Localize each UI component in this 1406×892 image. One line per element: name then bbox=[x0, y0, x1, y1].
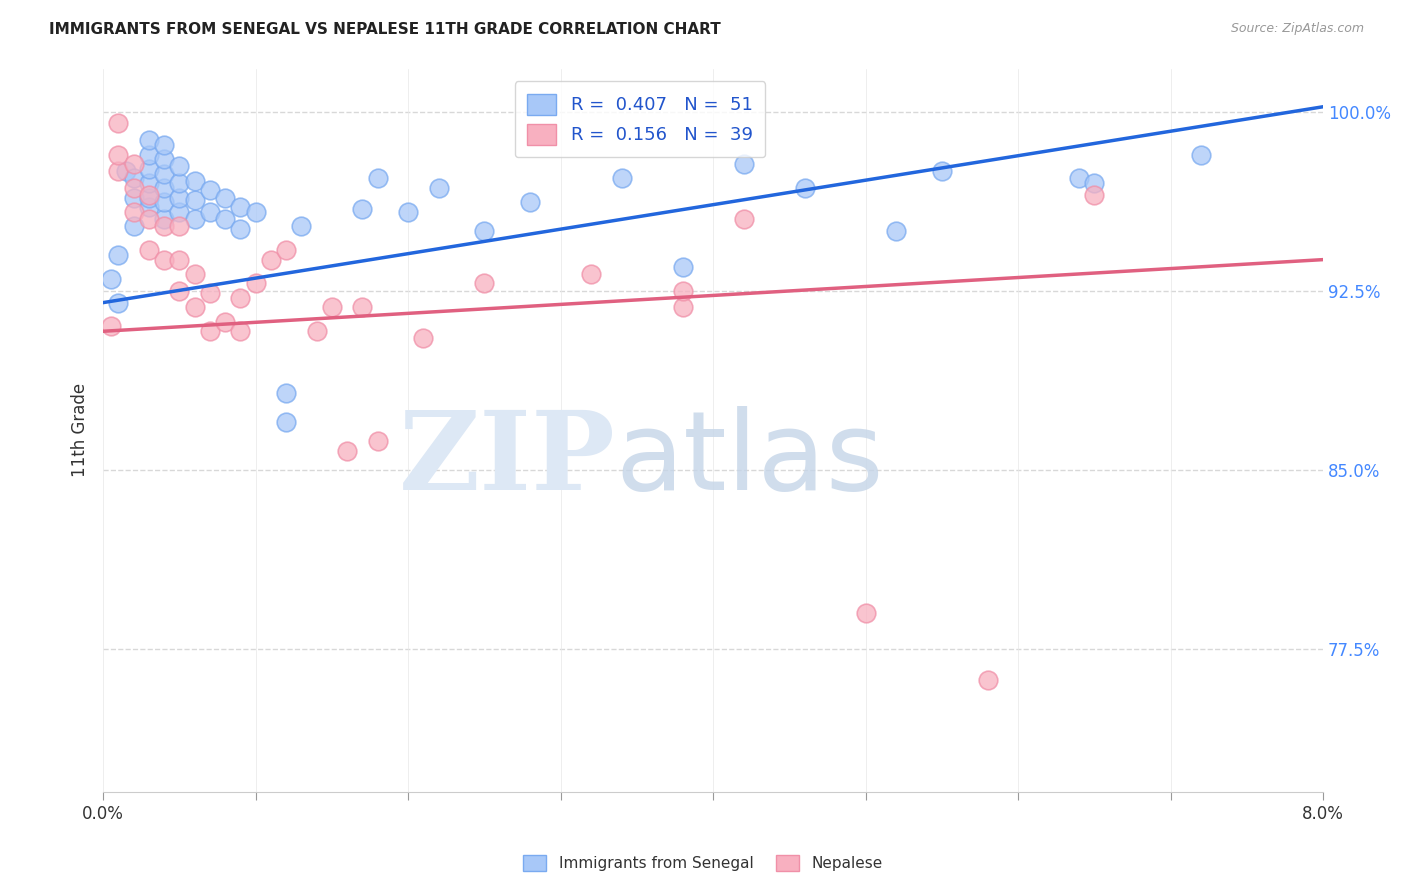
Point bbox=[153, 167, 176, 181]
Point bbox=[931, 164, 953, 178]
Point bbox=[290, 219, 312, 234]
Point bbox=[107, 295, 129, 310]
Point bbox=[976, 673, 998, 687]
Point bbox=[672, 301, 695, 315]
Point bbox=[169, 190, 191, 204]
Y-axis label: 11th Grade: 11th Grade bbox=[72, 384, 89, 477]
Point bbox=[138, 133, 160, 147]
Text: atlas: atlas bbox=[616, 406, 884, 513]
Point bbox=[100, 319, 122, 334]
Point bbox=[367, 434, 389, 449]
Point bbox=[474, 277, 496, 291]
Point bbox=[579, 267, 602, 281]
Point bbox=[153, 181, 176, 195]
Point bbox=[153, 219, 176, 234]
Point bbox=[198, 204, 221, 219]
Point bbox=[245, 277, 267, 291]
Text: Source: ZipAtlas.com: Source: ZipAtlas.com bbox=[1230, 22, 1364, 36]
Point bbox=[276, 243, 298, 257]
Point bbox=[183, 193, 205, 207]
Legend: R =  0.407   N =  51, R =  0.156   N =  39: R = 0.407 N = 51, R = 0.156 N = 39 bbox=[515, 81, 765, 157]
Point bbox=[169, 204, 191, 219]
Legend: Immigrants from Senegal, Nepalese: Immigrants from Senegal, Nepalese bbox=[517, 849, 889, 877]
Point bbox=[214, 190, 236, 204]
Point bbox=[610, 171, 633, 186]
Point bbox=[214, 212, 236, 227]
Point bbox=[396, 204, 419, 219]
Point bbox=[153, 153, 176, 167]
Point bbox=[198, 183, 221, 197]
Point bbox=[107, 147, 129, 161]
Text: IMMIGRANTS FROM SENEGAL VS NEPALESE 11TH GRADE CORRELATION CHART: IMMIGRANTS FROM SENEGAL VS NEPALESE 11TH… bbox=[49, 22, 721, 37]
Point bbox=[229, 291, 252, 305]
Point bbox=[733, 157, 755, 171]
Point bbox=[169, 176, 191, 190]
Point bbox=[169, 160, 191, 174]
Point bbox=[672, 284, 695, 298]
Point bbox=[276, 415, 298, 429]
Point bbox=[138, 243, 160, 257]
Point bbox=[100, 271, 122, 285]
Point bbox=[1083, 176, 1105, 190]
Point bbox=[198, 286, 221, 301]
Point bbox=[138, 176, 160, 190]
Point bbox=[336, 443, 359, 458]
Point bbox=[153, 195, 176, 210]
Point bbox=[214, 315, 236, 329]
Point bbox=[519, 195, 541, 210]
Point bbox=[183, 174, 205, 188]
Point bbox=[884, 224, 907, 238]
Point bbox=[672, 260, 695, 274]
Point bbox=[107, 248, 129, 262]
Point bbox=[122, 190, 145, 204]
Point bbox=[122, 204, 145, 219]
Point bbox=[198, 324, 221, 338]
Point bbox=[183, 212, 205, 227]
Point bbox=[245, 204, 267, 219]
Point bbox=[352, 301, 374, 315]
Text: ZIP: ZIP bbox=[399, 406, 616, 513]
Point bbox=[1189, 147, 1212, 161]
Point bbox=[229, 324, 252, 338]
Point bbox=[260, 252, 283, 267]
Point bbox=[153, 252, 176, 267]
Point bbox=[367, 171, 389, 186]
Point bbox=[1083, 188, 1105, 202]
Point bbox=[276, 386, 298, 401]
Point bbox=[138, 190, 160, 204]
Point bbox=[153, 138, 176, 153]
Point bbox=[855, 606, 877, 620]
Point bbox=[138, 200, 160, 214]
Point bbox=[122, 181, 145, 195]
Point bbox=[427, 181, 450, 195]
Point bbox=[412, 331, 434, 345]
Point bbox=[107, 164, 129, 178]
Point bbox=[321, 301, 343, 315]
Point bbox=[183, 267, 205, 281]
Point bbox=[229, 200, 252, 214]
Point bbox=[183, 301, 205, 315]
Point bbox=[474, 224, 496, 238]
Point bbox=[169, 252, 191, 267]
Point bbox=[352, 202, 374, 217]
Point bbox=[153, 212, 176, 227]
Point bbox=[122, 219, 145, 234]
Point bbox=[169, 219, 191, 234]
Point bbox=[169, 284, 191, 298]
Point bbox=[793, 181, 815, 195]
Point bbox=[138, 161, 160, 176]
Point bbox=[138, 147, 160, 161]
Point bbox=[138, 188, 160, 202]
Point bbox=[229, 221, 252, 235]
Point bbox=[733, 212, 755, 227]
Point bbox=[115, 164, 138, 178]
Point bbox=[305, 324, 328, 338]
Point bbox=[107, 116, 129, 130]
Point bbox=[138, 212, 160, 227]
Point bbox=[1069, 171, 1091, 186]
Point bbox=[122, 157, 145, 171]
Point bbox=[122, 171, 145, 186]
